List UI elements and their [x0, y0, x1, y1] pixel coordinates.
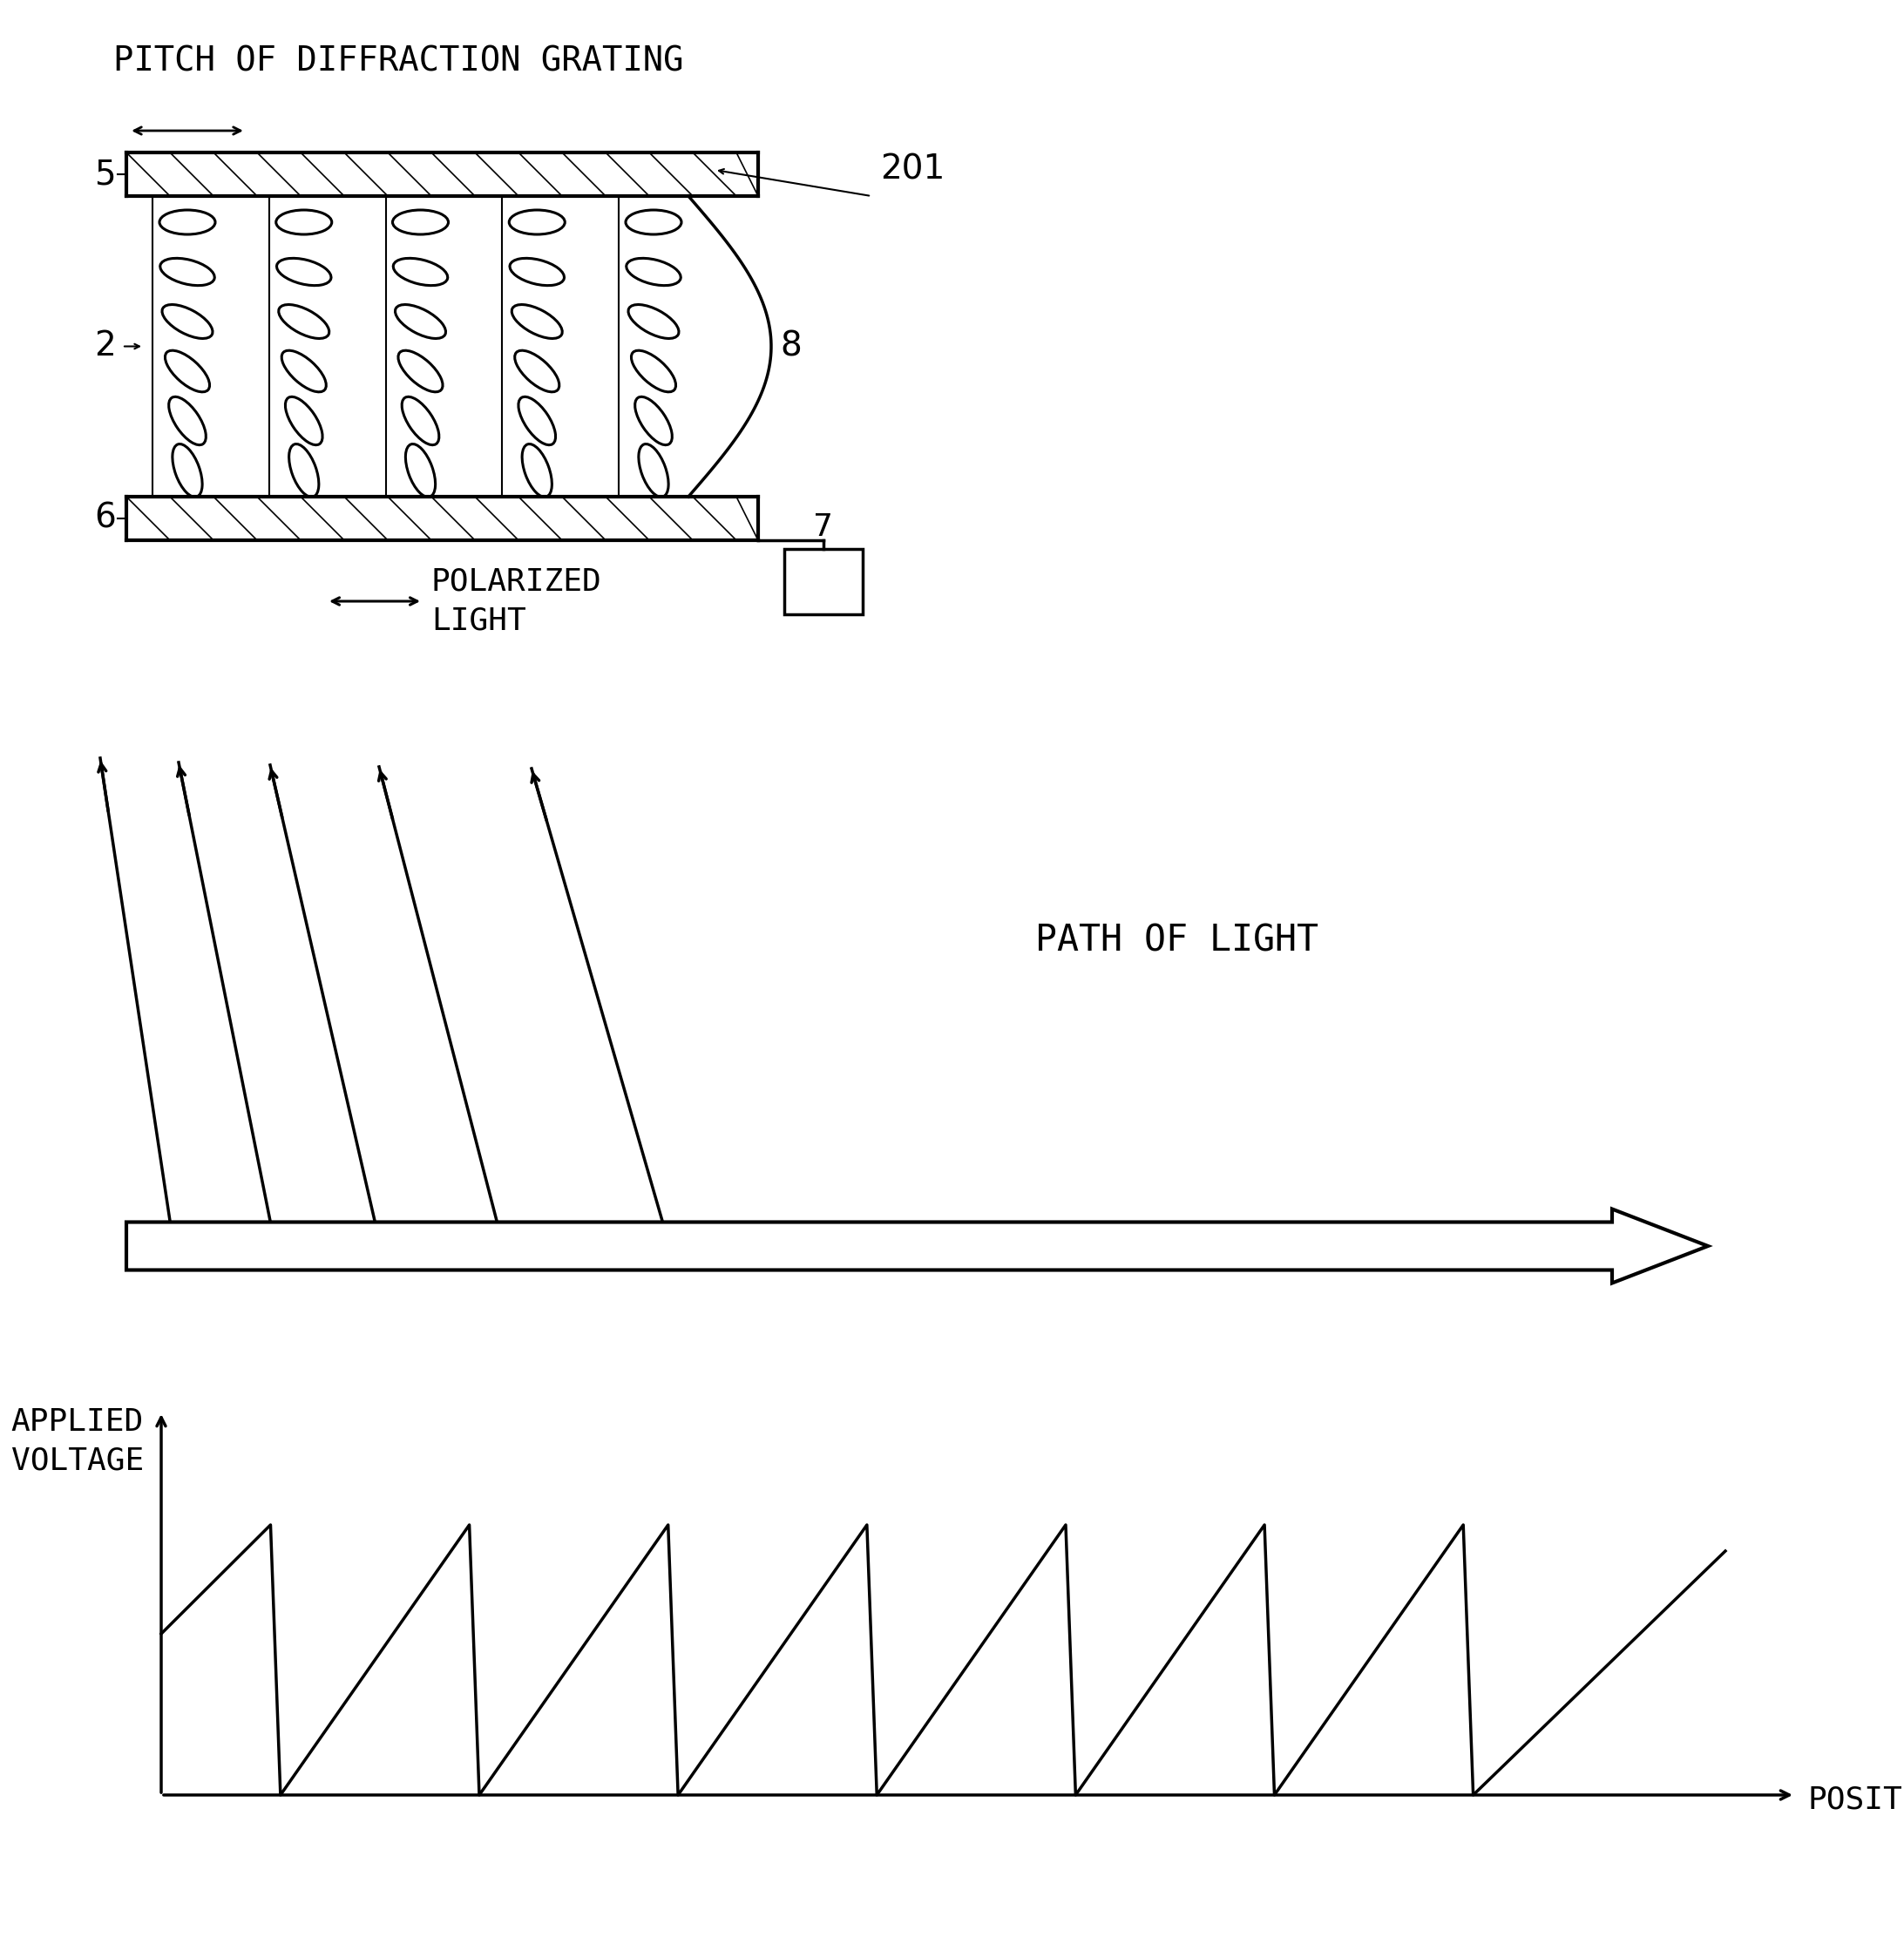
FancyArrow shape	[126, 1209, 1708, 1283]
Bar	[784, 548, 863, 614]
Text: APPLIED
VOLTAGE: APPLIED VOLTAGE	[11, 1407, 145, 1475]
Text: 8: 8	[781, 330, 802, 364]
Text: 7: 7	[813, 513, 834, 542]
Text: 201: 201	[880, 154, 944, 187]
Text: POSITION: POSITION	[1809, 1785, 1904, 1814]
Text: PATH OF LIGHT: PATH OF LIGHT	[1034, 923, 1318, 960]
Text: 2: 2	[95, 330, 116, 364]
Text: 6: 6	[93, 502, 116, 535]
Text: 5: 5	[95, 157, 116, 191]
Text: POLARIZED
LIGHT: POLARIZED LIGHT	[432, 568, 602, 636]
Text: PITCH OF DIFFRACTION GRATING: PITCH OF DIFFRACTION GRATING	[114, 45, 684, 78]
